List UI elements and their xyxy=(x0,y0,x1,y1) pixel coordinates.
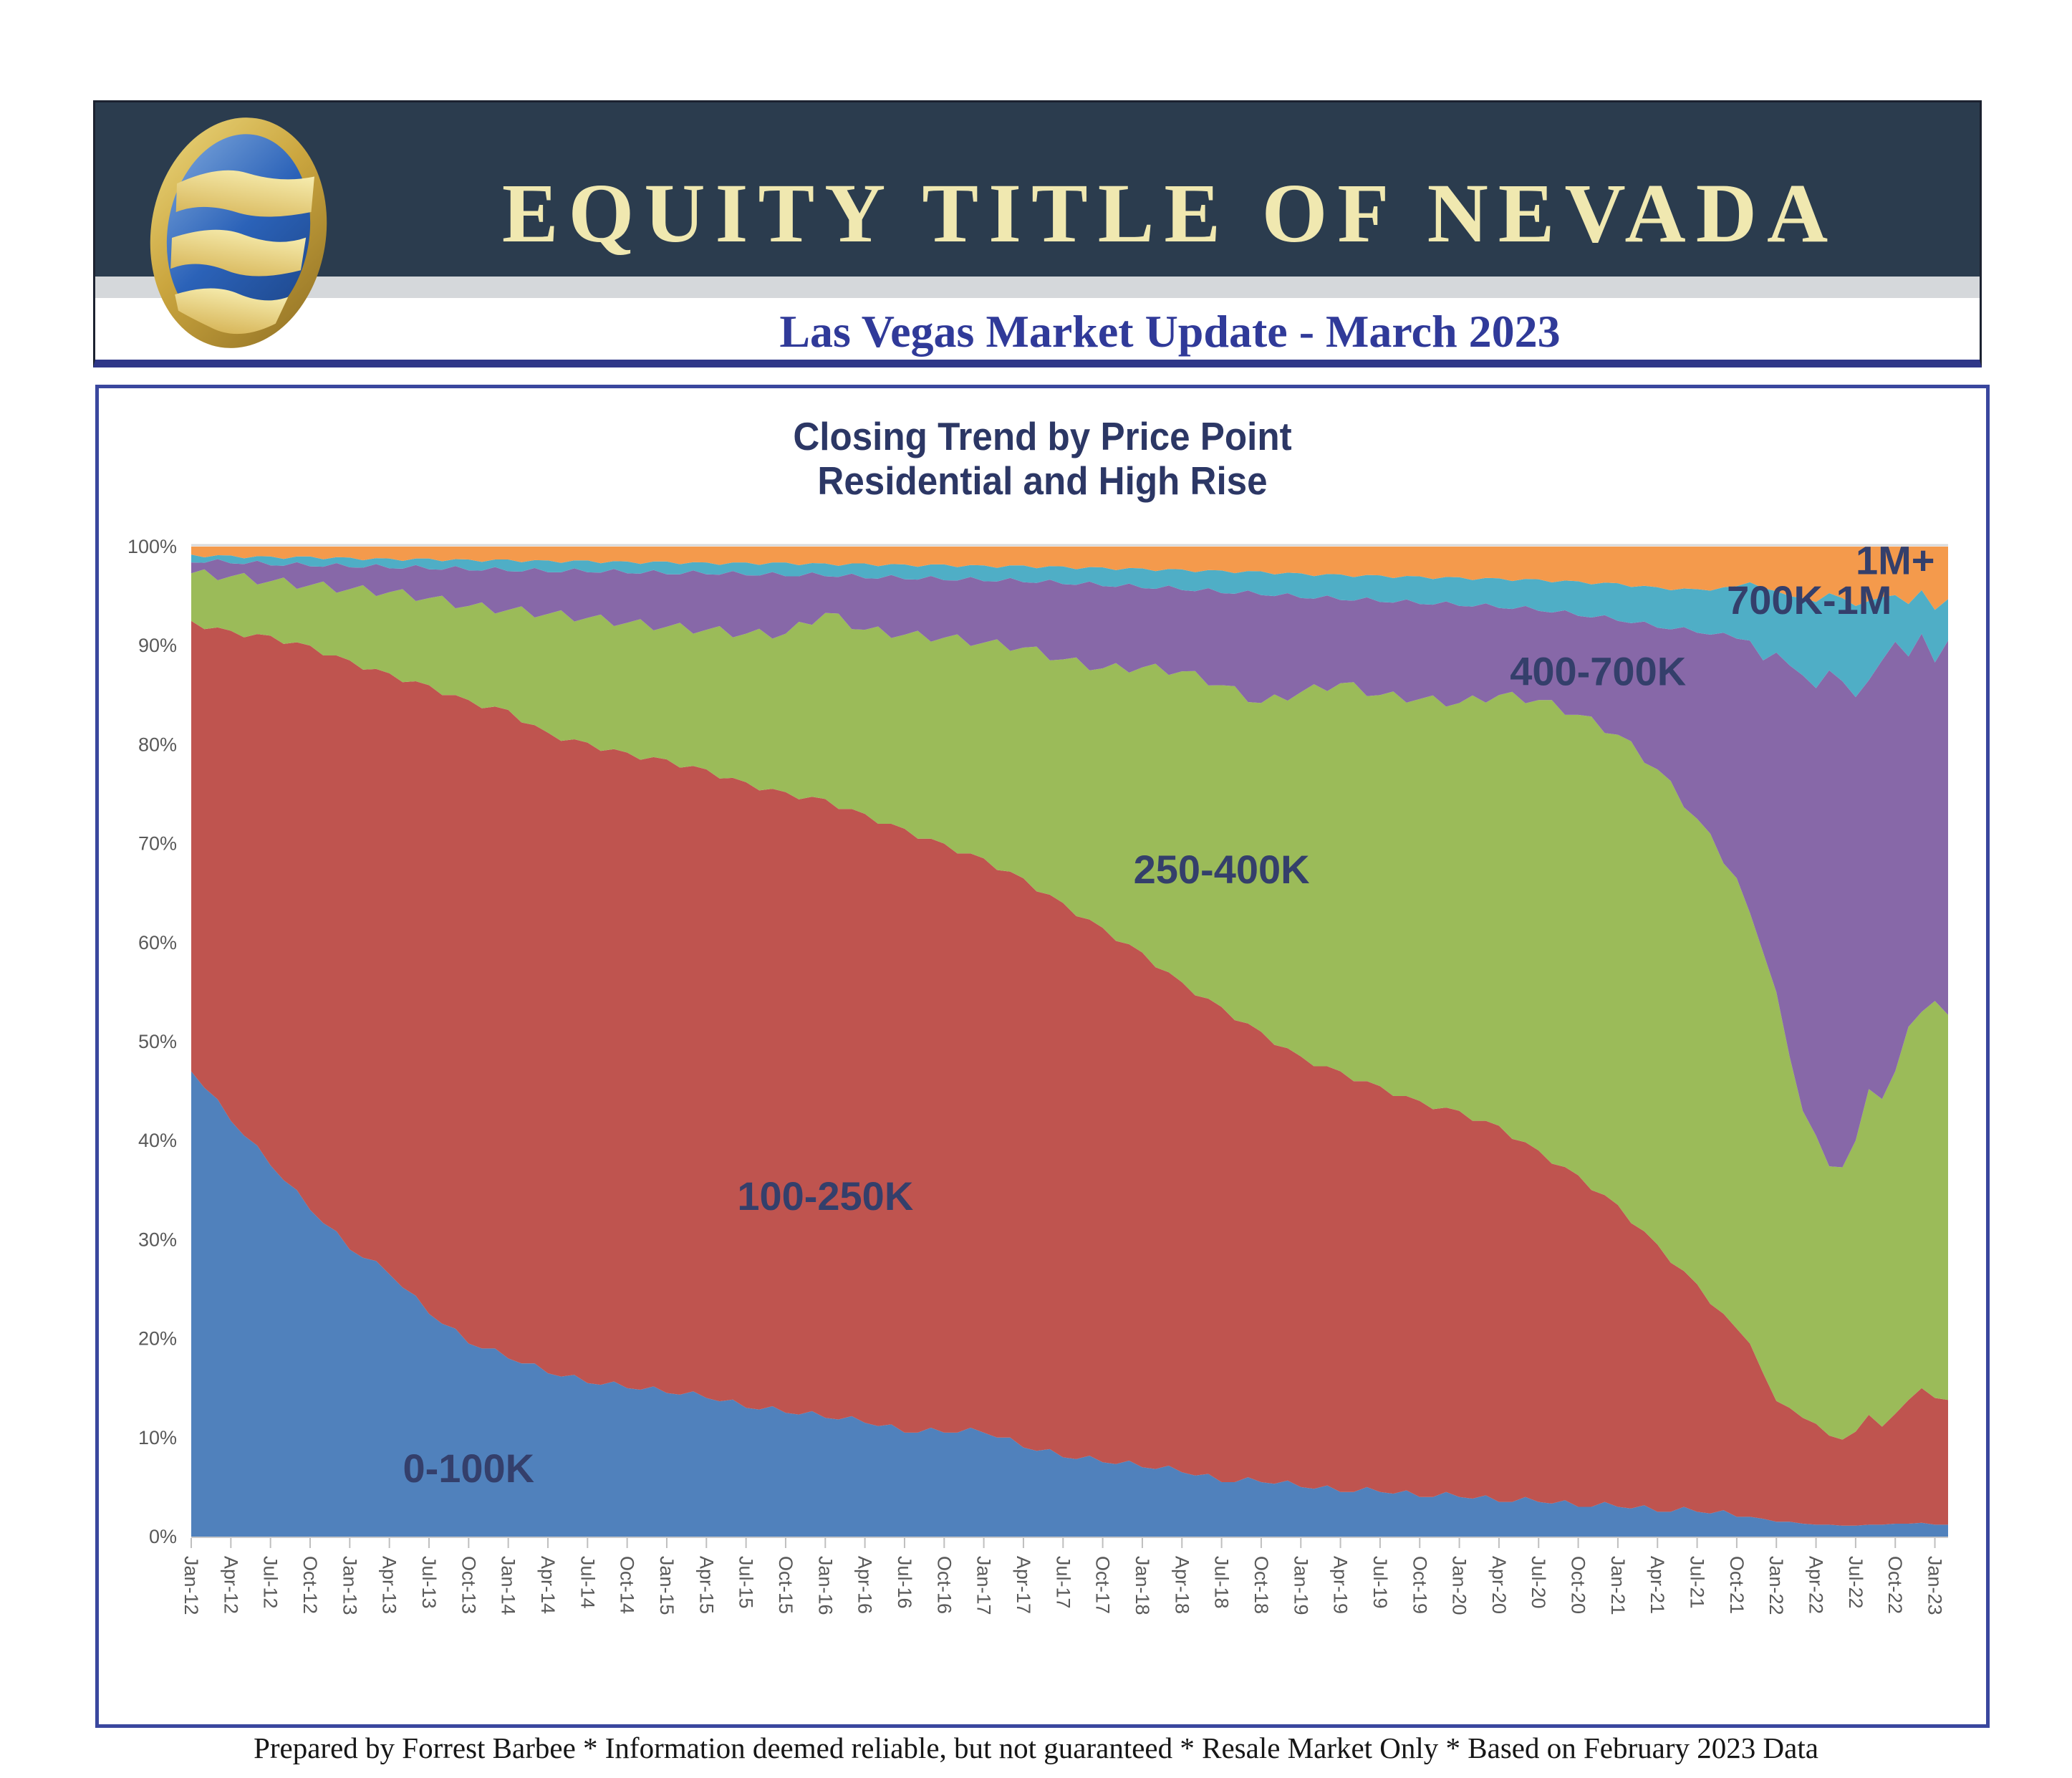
x-tick-label-Oct-12: Oct-12 xyxy=(299,1556,321,1614)
y-tick-label-0%: 0% xyxy=(149,1526,177,1547)
x-tick-label-Apr-19: Apr-19 xyxy=(1330,1556,1351,1614)
x-tick-label-Apr-18: Apr-18 xyxy=(1171,1556,1192,1614)
x-tick-label-Jan-22: Jan-22 xyxy=(1765,1556,1787,1615)
x-tick-label-Apr-14: Apr-14 xyxy=(537,1556,559,1614)
x-tick-label-Oct-22: Oct-22 xyxy=(1884,1556,1906,1614)
y-tick-label-90%: 90% xyxy=(138,635,177,656)
area-label-400-700K: 400-700K xyxy=(1510,649,1686,694)
x-tick-label-Jul-16: Jul-16 xyxy=(894,1556,915,1609)
x-tick-label-Apr-13: Apr-13 xyxy=(379,1556,400,1614)
area-label-250-400K: 250-400K xyxy=(1134,847,1310,892)
footer-note: Prepared by Forrest Barbee * Information… xyxy=(254,1731,1818,1764)
x-tick-label-Oct-17: Oct-17 xyxy=(1092,1556,1114,1614)
x-tick-label-Apr-12: Apr-12 xyxy=(220,1556,241,1614)
x-tick-label-Oct-14: Oct-14 xyxy=(617,1556,638,1614)
x-tick-label-Jul-17: Jul-17 xyxy=(1052,1556,1074,1609)
y-tick-label-30%: 30% xyxy=(138,1229,177,1250)
x-tick-label-Oct-15: Oct-15 xyxy=(775,1556,796,1614)
header-gray-band xyxy=(95,277,1980,298)
x-tick-label-Apr-21: Apr-21 xyxy=(1647,1556,1668,1614)
x-tick-label-Jan-19: Jan-19 xyxy=(1290,1556,1311,1615)
x-tick-label-Jan-18: Jan-18 xyxy=(1132,1556,1153,1615)
x-tick-label-Jan-17: Jan-17 xyxy=(973,1556,995,1615)
area-band-1M+ xyxy=(191,547,1948,610)
logo-gold-band-top xyxy=(175,170,314,217)
stacked-area-chart: Jan-12 Apr-12 Jul-12 Oct-12 Jan-13 Apr-13 Jul-… xyxy=(127,536,1948,1615)
area-label-0-100K: 0-100K xyxy=(403,1446,534,1491)
area-band-250-400K xyxy=(191,569,1948,1440)
x-tick-label-Apr-16: Apr-16 xyxy=(854,1556,876,1614)
chart-panel: Closing Trend by Price Point Residential… xyxy=(95,385,1990,1728)
area-label-1M+: 1M+ xyxy=(1856,538,1935,583)
x-tick-label-Apr-15: Apr-15 xyxy=(695,1556,717,1614)
logo-gold-band-bottom xyxy=(175,288,289,335)
area-band-0-100K xyxy=(191,1071,1948,1537)
y-tick-label-50%: 50% xyxy=(138,1031,177,1052)
x-tick-label-Jul-21: Jul-21 xyxy=(1687,1556,1708,1609)
x-tick-label-Jan-23: Jan-23 xyxy=(1924,1556,1946,1615)
header-navy-band xyxy=(95,102,1980,277)
x-tick-label-Jan-21: Jan-21 xyxy=(1607,1556,1629,1615)
x-tick-label-Oct-13: Oct-13 xyxy=(458,1556,479,1614)
equity-title-logo-icon xyxy=(150,117,327,348)
x-tick-label-Jan-16: Jan-16 xyxy=(814,1556,836,1615)
chart-title-line1: Closing Trend by Price Point xyxy=(793,414,1292,458)
x-tick-label-Oct-18: Oct-18 xyxy=(1251,1556,1272,1614)
x-tick-label-Jul-15: Jul-15 xyxy=(736,1556,757,1609)
x-tick-label-Jul-22: Jul-22 xyxy=(1845,1556,1866,1609)
x-tick-label-Oct-21: Oct-21 xyxy=(1726,1556,1748,1614)
x-tick-label-Jan-15: Jan-15 xyxy=(656,1556,678,1615)
x-tick-label-Apr-22: Apr-22 xyxy=(1806,1556,1827,1614)
x-tick-label-Oct-20: Oct-20 xyxy=(1568,1556,1589,1614)
x-tick-label-Jan-20: Jan-20 xyxy=(1449,1556,1470,1615)
x-tick-label-Jul-18: Jul-18 xyxy=(1211,1556,1233,1609)
x-tick-label-Jan-12: Jan-12 xyxy=(180,1556,202,1615)
x-tick-label-Oct-16: Oct-16 xyxy=(933,1556,955,1614)
header: EQUITY TITLE OF NEVADA Las Vegas Market … xyxy=(93,100,1982,367)
y-tick-label-40%: 40% xyxy=(138,1130,177,1151)
x-tick-label-Jan-14: Jan-14 xyxy=(498,1556,519,1615)
x-tick-label-Apr-17: Apr-17 xyxy=(1013,1556,1034,1614)
market-update-subtitle: Las Vegas Market Update - March 2023 xyxy=(779,306,1561,357)
x-tick-label-Jul-12: Jul-12 xyxy=(260,1556,281,1609)
y-tick-label-70%: 70% xyxy=(138,833,177,855)
y-tick-label-80%: 80% xyxy=(138,734,177,755)
x-tick-label-Jul-20: Jul-20 xyxy=(1528,1556,1549,1609)
x-tick-label-Jul-19: Jul-19 xyxy=(1369,1556,1391,1609)
x-tick-label-Apr-20: Apr-20 xyxy=(1488,1556,1510,1614)
area-band-700K-1M xyxy=(191,554,1948,698)
y-tick-label-100%: 100% xyxy=(127,536,177,557)
area-label-100-250K: 100-250K xyxy=(737,1173,913,1219)
y-tick-label-20%: 20% xyxy=(138,1328,177,1350)
x-tick-label-Jul-14: Jul-14 xyxy=(577,1556,598,1609)
x-tick-label-Jan-13: Jan-13 xyxy=(339,1556,360,1615)
chart-title-block: Closing Trend by Price Point Residential… xyxy=(165,414,1920,503)
logo-gold-band-middle xyxy=(170,229,307,277)
y-tick-label-60%: 60% xyxy=(138,932,177,953)
x-tick-label-Oct-19: Oct-19 xyxy=(1409,1556,1430,1614)
company-title: EQUITY TITLE OF NEVADA xyxy=(501,166,1839,260)
y-tick-label-10%: 10% xyxy=(138,1427,177,1448)
area-band-100-250K xyxy=(191,620,1948,1526)
area-label-700K-1M: 700K-1M xyxy=(1727,577,1892,623)
x-tick-label-Jul-13: Jul-13 xyxy=(418,1556,440,1609)
chart-title-line2: Residential and High Rise xyxy=(817,458,1268,503)
